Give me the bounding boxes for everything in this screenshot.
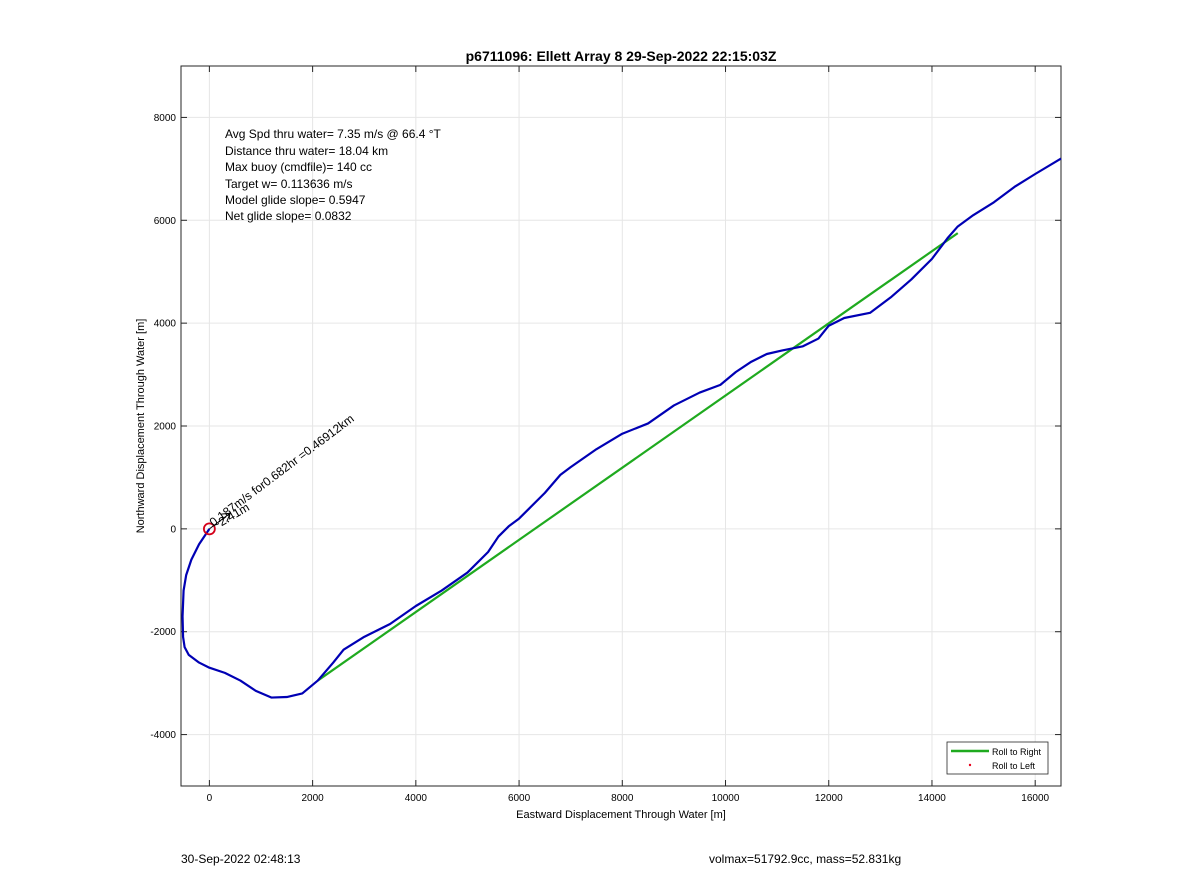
y-tick-label: 6000 <box>154 216 177 227</box>
legend: Roll to Right Roll to Left <box>946 741 1049 775</box>
current-vector-arrow <box>209 512 231 530</box>
x-tick-label: 0 <box>207 793 213 804</box>
y-tick-label: -2000 <box>150 627 176 638</box>
y-tick-label: -4000 <box>150 730 176 741</box>
axis-ticks: 0 2000 4000 6000 8000 10000 12000 14000 16000 -40… <box>150 66 1061 804</box>
x-axis-label: Eastward Displacement Through Water [m] <box>516 809 726 821</box>
current-vector: 0.187m/s for0.682hr =0.46912km~2.41m <box>207 411 357 532</box>
legend-label-roll-left: Roll to Left <box>992 761 1036 771</box>
series-roll-to-right <box>317 232 959 682</box>
annotation-max-buoy: Max buoy (cmdfile)= 140 cc <box>225 160 372 174</box>
start-marker <box>202 522 216 536</box>
current-vector-arrowhead <box>221 512 231 515</box>
grid-lines <box>181 66 1061 786</box>
y-tick-label: 0 <box>170 524 176 535</box>
annotation-net-glide: Net glide slope= 0.0832 <box>225 209 352 223</box>
y-tick-label: 4000 <box>154 319 177 330</box>
annotation-distance: Distance thru water= 18.04 km <box>225 144 388 158</box>
y-axis-label: Northward Displacement Through Water [m] <box>135 319 147 534</box>
glider-track <box>181 157 1062 699</box>
stats-annotations: Avg Spd thru water= 7.35 m/s @ 66.4 °T D… <box>225 127 442 223</box>
x-tick-label: 8000 <box>611 793 634 804</box>
footer-vol-mass: volmax=51792.9cc, mass=52.831kg <box>709 852 902 866</box>
legend-label-roll-right: Roll to Right <box>992 747 1042 757</box>
series-layer <box>181 157 1062 699</box>
x-tick-label: 4000 <box>405 793 428 804</box>
x-tick-label: 14000 <box>918 793 946 804</box>
chart-title: p6711096: Ellett Array 8 29-Sep-2022 22:… <box>466 48 777 64</box>
legend-swatch-roll-left <box>968 763 972 767</box>
x-tick-label: 12000 <box>815 793 843 804</box>
x-tick-label: 10000 <box>712 793 740 804</box>
annotation-avg-speed: Avg Spd thru water= 7.35 m/s @ 66.4 °T <box>225 127 442 141</box>
x-tick-label: 16000 <box>1021 793 1049 804</box>
x-tick-label: 2000 <box>301 793 324 804</box>
annotation-target-w: Target w= 0.113636 m/s <box>225 177 353 191</box>
y-tick-label: 8000 <box>154 113 177 124</box>
current-vector-arrowhead <box>226 513 231 522</box>
annotation-model-glide: Model glide slope= 0.5947 <box>225 193 366 207</box>
y-tick-label: 2000 <box>154 422 177 433</box>
footer-timestamp: 30-Sep-2022 02:48:13 <box>181 852 301 866</box>
x-tick-label: 6000 <box>508 793 531 804</box>
